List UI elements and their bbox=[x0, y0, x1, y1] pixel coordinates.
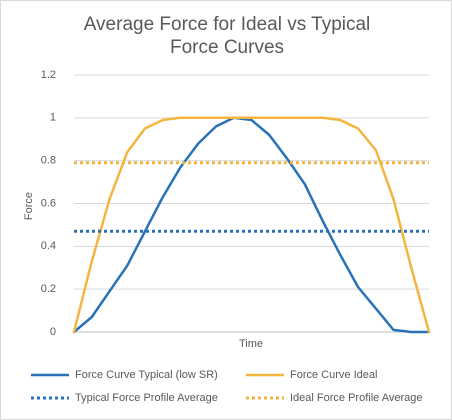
y-tick-label: 0.6 bbox=[41, 197, 56, 209]
y-tick-label: 1 bbox=[50, 112, 56, 124]
legend-label: Force Curve Ideal bbox=[290, 369, 377, 381]
legend-label: Ideal Force Profile Average bbox=[290, 392, 422, 404]
y-tick-label: 0 bbox=[50, 326, 56, 338]
series-line bbox=[72, 116, 431, 334]
series-line bbox=[72, 116, 431, 334]
chart-title: Average Force for Ideal vs Typical Force… bbox=[83, 14, 371, 58]
y-axis-label: Force bbox=[23, 192, 35, 220]
y-tick-label: 1.2 bbox=[41, 69, 56, 81]
y-tick-label: 0.8 bbox=[41, 155, 56, 167]
legend-label: Typical Force Profile Average bbox=[75, 392, 218, 404]
x-axis-label: Time bbox=[239, 338, 263, 350]
y-tick-label: 0.2 bbox=[41, 283, 56, 295]
legend-label: Force Curve Typical (low SR) bbox=[75, 369, 218, 381]
y-tick-label: 0.4 bbox=[41, 240, 56, 252]
